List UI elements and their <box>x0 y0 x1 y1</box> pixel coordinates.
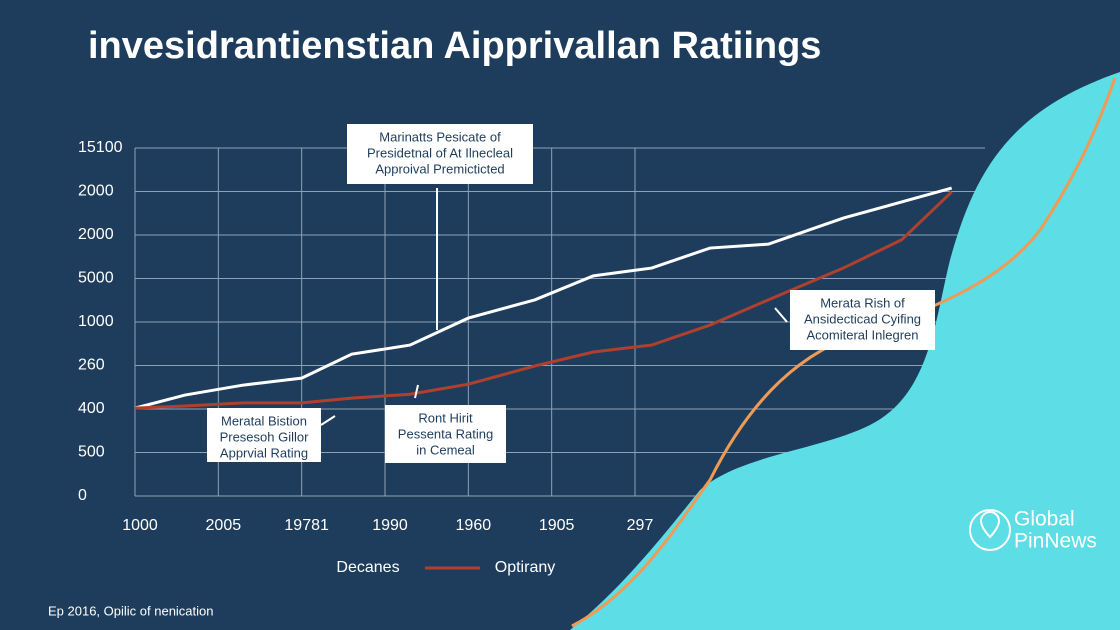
annotation-text: Ront Hirit <box>418 410 473 425</box>
x-tick-label: 297 <box>627 517 654 534</box>
y-tick-label: 1000 <box>78 313 114 330</box>
x-tick-label: 1960 <box>456 517 492 534</box>
footer: Ep 2016, Opilic of nenication <box>48 603 214 618</box>
annotation-text: Approival Premicticted <box>375 161 504 176</box>
annotation-box <box>790 290 935 350</box>
y-tick-label: 15100 <box>78 139 123 156</box>
annotation-text: Apprvial Rating <box>220 445 308 460</box>
series-line <box>134 190 953 410</box>
logo-text: PinNews <box>1014 530 1097 553</box>
y-tick-label: 2000 <box>78 226 114 243</box>
x-tick-label: 1000 <box>122 517 158 534</box>
logo: Global PinNews <box>969 508 1097 553</box>
series-line <box>134 186 953 410</box>
x-tick-label: 1990 <box>372 517 408 534</box>
logo-text: Global <box>1014 508 1075 531</box>
annotation-arrow <box>414 384 419 399</box>
y-tick-label: 260 <box>78 357 105 374</box>
y-tick-label: 5000 <box>78 270 114 287</box>
legend-label: Optirany <box>495 559 555 576</box>
annotation-box <box>207 408 321 462</box>
annotation-arrow <box>320 415 336 426</box>
annotation-text: Presesoh Gillor <box>220 429 310 444</box>
y-tick-label: 500 <box>78 444 105 461</box>
annotation-box <box>385 405 506 463</box>
y-tick-label: 2000 <box>78 183 114 200</box>
annotation-text: Presidetnal of At Ilnecleal <box>367 145 513 160</box>
annotation-text: Ansidecticad Cyifing <box>804 311 921 326</box>
decor-shape <box>570 72 1120 630</box>
y-tick-label: 0 <box>78 487 87 504</box>
annotation-text: Marinatts Pesicate of <box>379 129 501 144</box>
annotation-box <box>347 124 533 184</box>
legend-label: Decanes <box>336 559 399 576</box>
annotation-text: in Cemeal <box>416 442 475 457</box>
annotation-arrow <box>774 307 788 323</box>
y-tick-label: 400 <box>78 400 105 417</box>
chart-title: invesidrantienstian Aipprivallan Ratiing… <box>88 25 821 67</box>
x-tick-label: 2005 <box>206 517 242 534</box>
x-tick-label: 1905 <box>539 517 575 534</box>
annotation-text: Meratal Bistion <box>221 413 307 428</box>
annotation-text: Acomiteral Inlegren <box>807 327 919 342</box>
annotation-text: Merata Rish of <box>820 295 905 310</box>
x-tick-label: 19781 <box>284 517 329 534</box>
annotation-text: Pessenta Rating <box>398 426 493 441</box>
logo-pin <box>979 510 1001 539</box>
logo-icon <box>969 509 1011 551</box>
